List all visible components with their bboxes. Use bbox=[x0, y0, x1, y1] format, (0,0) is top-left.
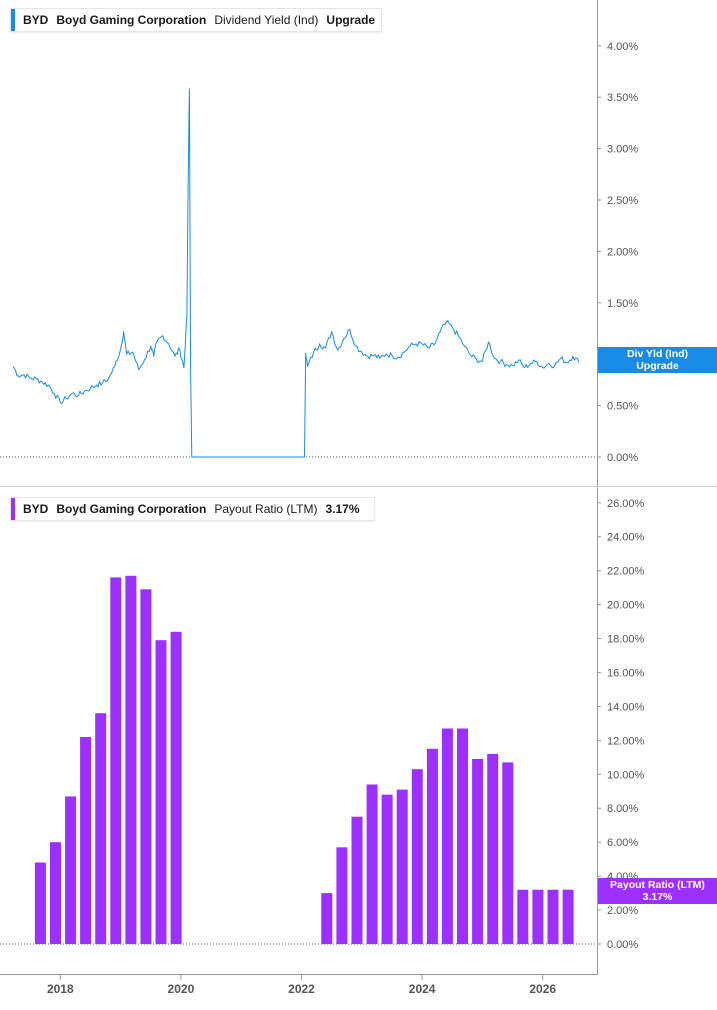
bottom-legend-color-bar bbox=[11, 498, 15, 520]
payout-ratio-bar[interactable] bbox=[502, 762, 514, 944]
bottom-y-tick-label: 2.00% bbox=[607, 905, 638, 917]
bottom-y-tick-label: 10.00% bbox=[607, 769, 645, 781]
top-y-tick-label: 1.50% bbox=[607, 298, 638, 310]
top-y-tick-label: 2.00% bbox=[607, 246, 638, 258]
x-tick-label: 2024 bbox=[409, 982, 436, 996]
payout-ratio-bar[interactable] bbox=[562, 889, 574, 944]
top-tag-value: Upgrade bbox=[636, 360, 679, 372]
payout-ratio-bar[interactable] bbox=[110, 577, 122, 944]
x-tick-label: 2018 bbox=[47, 982, 74, 996]
bottom-y-tick-label: 16.00% bbox=[607, 667, 645, 679]
payout-ratio-bar[interactable] bbox=[321, 893, 333, 944]
top-legend-color-bar bbox=[11, 9, 15, 31]
bottom-tag-value: 3.17% bbox=[642, 891, 673, 903]
payout-ratio-bar[interactable] bbox=[457, 728, 468, 945]
payout-ratio-bar[interactable] bbox=[50, 842, 61, 944]
payout-ratio-bar[interactable] bbox=[396, 789, 408, 944]
top-plot-area[interactable] bbox=[12, 88, 580, 458]
top-legend-metric: Dividend Yield (Ind) bbox=[214, 13, 319, 27]
payout-ratio-bar[interactable] bbox=[336, 847, 348, 944]
bottom-y-tick-label: 0.00% bbox=[607, 939, 638, 951]
payout-ratio-bar[interactable] bbox=[155, 640, 167, 944]
bottom-y-tick-label: 6.00% bbox=[607, 837, 638, 849]
bottom-plot-area[interactable] bbox=[34, 575, 574, 945]
x-tick-label: 2026 bbox=[529, 982, 556, 996]
payout-ratio-bar[interactable] bbox=[95, 713, 107, 944]
bottom-tag-label: Payout Ratio (LTM) bbox=[610, 879, 705, 891]
payout-ratio-bar[interactable] bbox=[426, 748, 438, 944]
bottom-y-tick-label: 14.00% bbox=[607, 701, 645, 713]
top-y-tick-label: 2.50% bbox=[607, 195, 638, 207]
bottom-legend-value: 3.17% bbox=[325, 502, 360, 516]
bottom-legend: BYD Boyd Gaming Corporation Payout Ratio… bbox=[10, 497, 375, 521]
dividend-yield-line bbox=[12, 88, 580, 458]
payout-ratio-bar[interactable] bbox=[366, 784, 378, 945]
bottom-value-tag: Payout Ratio (LTM) 3.17% bbox=[598, 878, 717, 904]
bottom-legend-ticker: BYD bbox=[23, 502, 49, 516]
top-legend-company: Boyd Gaming Corporation bbox=[56, 13, 207, 27]
top-tag-label: Div Yld (Ind) bbox=[626, 348, 689, 360]
x-axis: 2018 2020 2022 2024 2026 bbox=[47, 975, 556, 996]
top-y-axis: 0.00%0.50%1.00%1.50%2.00%2.50%3.00%3.50%… bbox=[597, 41, 638, 464]
payout-ratio-bar[interactable] bbox=[532, 889, 544, 944]
top-legend: BYD Boyd Gaming Corporation Dividend Yie… bbox=[10, 8, 383, 32]
top-legend-upgrade-link[interactable]: Upgrade bbox=[326, 13, 376, 27]
top-legend-ticker: BYD bbox=[23, 13, 49, 27]
payout-ratio-bar[interactable] bbox=[125, 575, 137, 944]
top-y-tick-label: 3.00% bbox=[607, 144, 638, 156]
bottom-y-tick-label: 8.00% bbox=[607, 803, 638, 815]
top-y-tick-label: 3.50% bbox=[607, 92, 638, 104]
top-y-tick-label: 4.00% bbox=[607, 41, 638, 53]
bottom-y-tick-label: 24.00% bbox=[607, 532, 645, 544]
payout-ratio-bar[interactable] bbox=[517, 889, 529, 944]
payout-ratio-bar[interactable] bbox=[411, 769, 423, 944]
bottom-y-tick-label: 20.00% bbox=[607, 600, 645, 612]
x-tick-label: 2020 bbox=[168, 982, 195, 996]
bottom-legend-metric: Payout Ratio (LTM) bbox=[214, 502, 318, 516]
payout-ratio-bar[interactable] bbox=[351, 816, 363, 944]
bottom-y-tick-label: 22.00% bbox=[607, 566, 645, 578]
bottom-legend-company: Boyd Gaming Corporation bbox=[56, 502, 207, 516]
payout-ratio-bar[interactable] bbox=[34, 862, 46, 945]
payout-ratio-bar[interactable] bbox=[381, 794, 393, 944]
top-value-tag[interactable]: Div Yld (Ind) Upgrade bbox=[598, 347, 717, 373]
payout-ratio-bar[interactable] bbox=[80, 737, 92, 944]
top-y-tick-label: 0.50% bbox=[607, 401, 638, 413]
bottom-y-tick-label: 18.00% bbox=[607, 634, 645, 646]
top-y-tick-label: 0.00% bbox=[607, 452, 638, 464]
payout-ratio-bar[interactable] bbox=[170, 631, 182, 944]
payout-ratio-bar[interactable] bbox=[441, 728, 453, 945]
bottom-y-tick-label: 26.00% bbox=[607, 498, 645, 510]
bottom-y-tick-label: 12.00% bbox=[607, 735, 645, 747]
payout-ratio-bar[interactable] bbox=[65, 796, 77, 944]
payout-ratio-bar[interactable] bbox=[140, 589, 152, 944]
payout-ratio-bar[interactable] bbox=[472, 759, 484, 944]
x-tick-label: 2022 bbox=[288, 982, 315, 996]
payout-ratio-bar[interactable] bbox=[547, 889, 559, 944]
payout-ratio-bar[interactable] bbox=[487, 753, 499, 944]
